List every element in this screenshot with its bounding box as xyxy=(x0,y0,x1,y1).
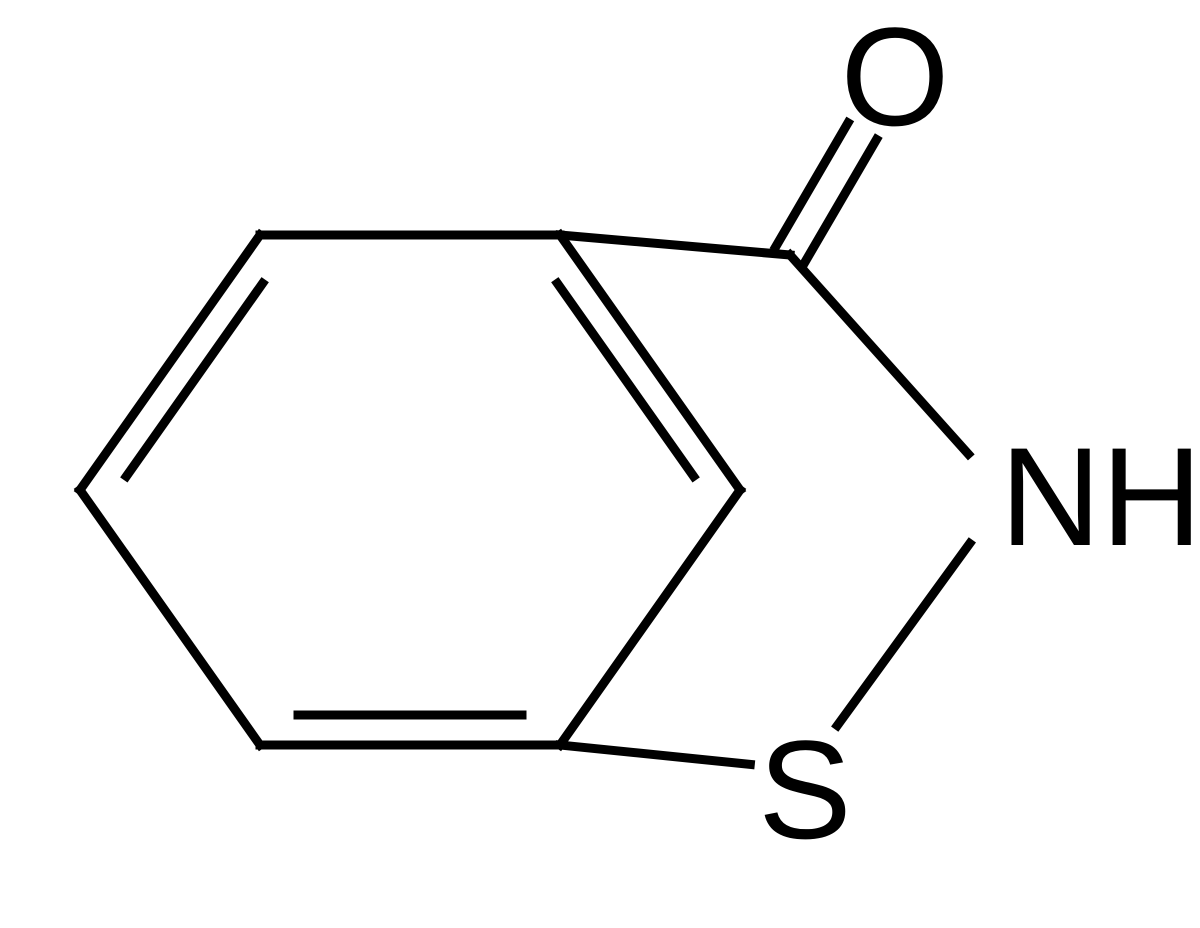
atom-label-s: S xyxy=(758,711,851,868)
bond-line xyxy=(80,490,260,745)
bond-line xyxy=(126,283,262,476)
bond-line xyxy=(560,235,790,255)
bond-line xyxy=(560,490,740,745)
bond-line xyxy=(776,123,848,247)
atom-label-o: O xyxy=(841,0,950,155)
bond-line xyxy=(560,745,750,764)
bond-line xyxy=(790,255,968,454)
atom-label-nh: NH xyxy=(1000,418,1200,575)
molecule-diagram: O NH S xyxy=(0,0,1200,928)
bond-line xyxy=(80,235,260,490)
bond-line xyxy=(837,544,969,726)
bond-line xyxy=(804,139,876,263)
bond-line xyxy=(560,235,740,490)
bond-line xyxy=(557,283,693,476)
